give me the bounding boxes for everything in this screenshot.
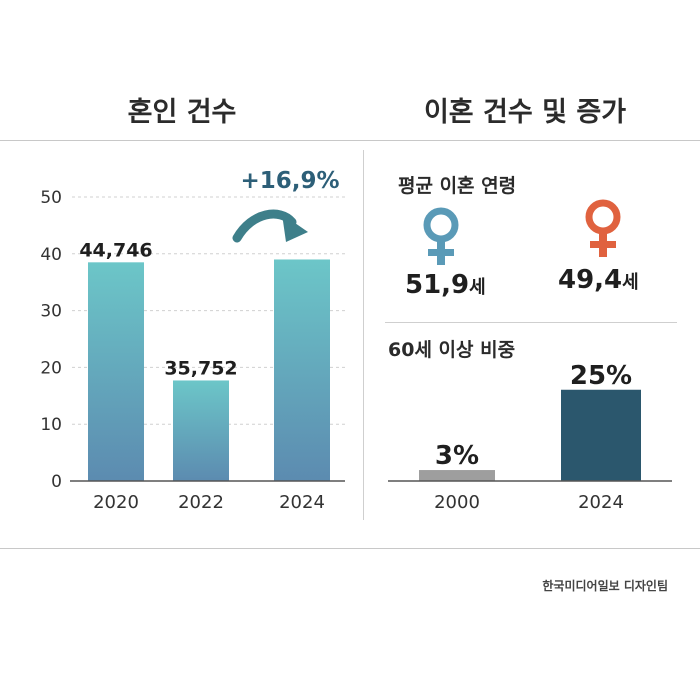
growth-arrowhead-icon [282,214,308,242]
female-age-blue: 51,9세 [405,270,486,300]
x-tick-label: 2022 [178,492,224,513]
y-tick-label: 0 [51,472,62,492]
y-tick-label: 10 [40,415,62,435]
bar [88,262,144,481]
x-tick-label: 2024 [279,492,325,513]
age-unit: 세 [622,272,639,293]
x-axis-ticks: 2020 2022 2024 [93,492,325,513]
divorce-title: 이혼 건수 및 증가 [423,97,627,128]
bar [561,389,641,481]
bars [419,389,641,481]
y-tick-label: 30 [40,302,62,322]
center-divider [363,150,364,520]
y-tick-label: 50 [40,188,62,208]
age-unit: 세 [469,277,486,298]
data-label: 35,752 [164,357,237,379]
bottom-divider [0,548,700,549]
marriage-bar-chart: 0 10 20 30 40 50 44,746 35,752 2020 2022 2024 +1… [40,168,345,513]
data-label: 3% [435,441,479,471]
data-label: 44,746 [79,239,152,261]
x-tick-label: 2024 [578,492,624,513]
age-value: 49,4 [558,265,623,295]
female-age-red: 49,4세 [558,265,639,295]
age-value: 51,9 [405,270,470,300]
senior-share-bar-chart: 3% 25% 2000 2024 [388,361,672,513]
growth-annotation: +16,9% [240,168,339,194]
x-axis-ticks: 2000 2024 [434,492,624,513]
top-divider [0,140,700,141]
bar [419,470,495,481]
y-axis-ticks: 0 10 20 30 40 50 [40,188,62,492]
female-symbol-icon [585,199,621,257]
data-labels: 3% 25% [435,361,632,471]
x-tick-label: 2020 [93,492,139,513]
avg-age-title: 평균 이혼 연령 [398,175,517,197]
credit-text: 한국미디어일보 디자인팀 [542,579,668,593]
bars [88,259,330,481]
senior-share-title: 60세 이상 비중 [388,339,516,361]
marriage-title: 혼인 건수 [127,97,237,128]
bar [274,259,330,481]
y-tick-label: 20 [40,358,62,378]
y-tick-label: 40 [40,245,62,265]
x-tick-label: 2000 [434,492,480,513]
data-label: 25% [570,361,632,391]
female-symbol-icon [423,207,459,265]
bar [173,380,229,481]
section-divider [385,322,677,323]
data-labels: 44,746 35,752 [79,239,237,379]
